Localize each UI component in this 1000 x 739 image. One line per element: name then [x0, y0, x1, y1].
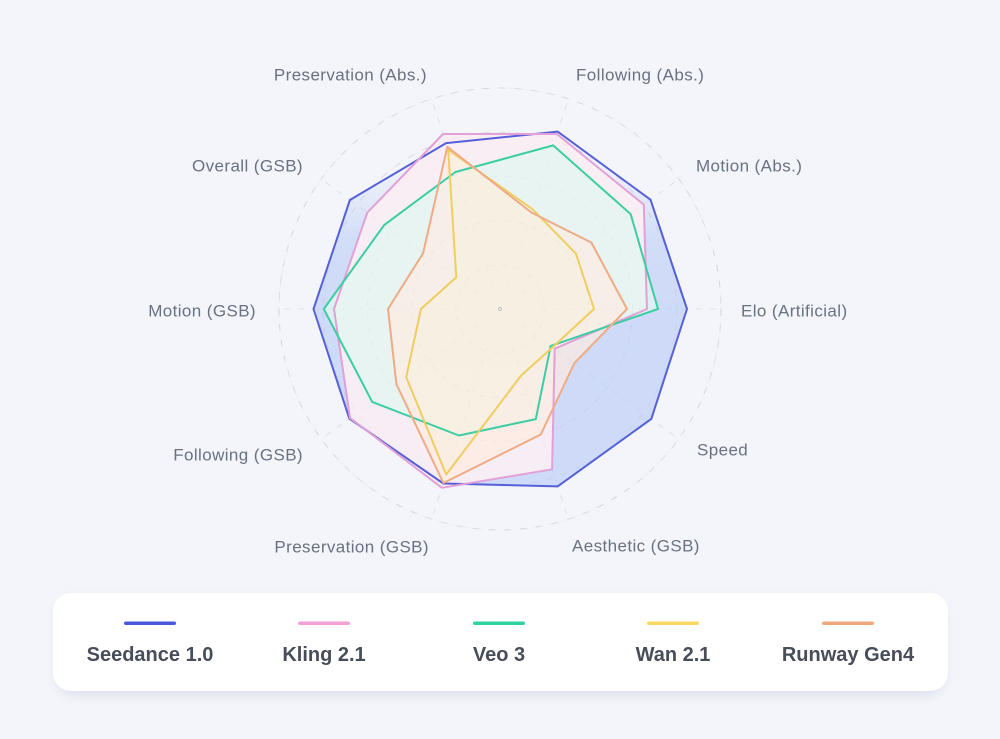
svg-text:Seedance 1.0: Seedance 1.0	[87, 644, 214, 666]
svg-text:Preservation (Abs.): Preservation (Abs.)	[274, 66, 427, 85]
svg-text:Aesthetic (GSB): Aesthetic (GSB)	[572, 537, 700, 556]
svg-text:Following (Abs.): Following (Abs.)	[576, 66, 704, 85]
svg-text:Runway Gen4: Runway Gen4	[782, 644, 915, 666]
svg-text:Following (GSB): Following (GSB)	[173, 446, 303, 465]
svg-text:Motion (GSB): Motion (GSB)	[148, 302, 256, 321]
svg-text:Veo 3: Veo 3	[473, 644, 525, 666]
svg-text:Speed: Speed	[697, 441, 748, 460]
svg-text:Wan 2.1: Wan 2.1	[636, 644, 711, 666]
svg-text:Preservation (GSB): Preservation (GSB)	[274, 538, 429, 557]
svg-text:Elo (Artificial): Elo (Artificial)	[741, 302, 848, 321]
svg-text:Overall (GSB): Overall (GSB)	[192, 157, 303, 176]
svg-text:Kling 2.1: Kling 2.1	[282, 644, 365, 666]
svg-text:Motion (Abs.): Motion (Abs.)	[696, 157, 802, 176]
